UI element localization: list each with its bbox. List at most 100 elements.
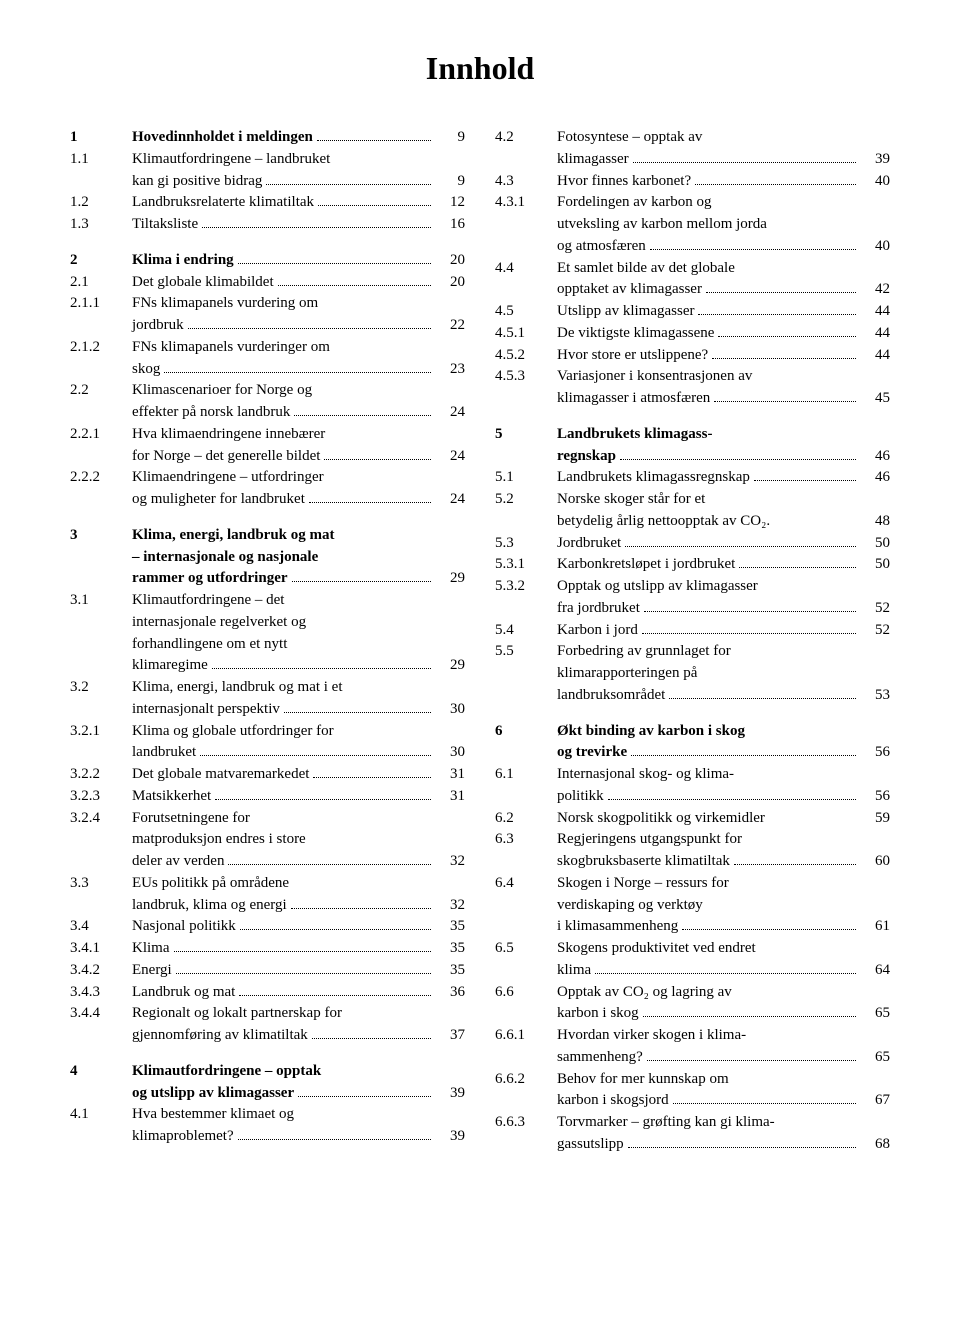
toc-page-number: 45 [860, 388, 890, 410]
toc-number: 6.5 [495, 938, 557, 960]
toc-text: Landbruksrelaterte klimatiltak [132, 192, 435, 214]
toc-label: klima [557, 960, 591, 982]
toc-text: klimaproblemet? [132, 1126, 435, 1148]
toc-text: Hvor finnes karbonet? [557, 171, 860, 193]
toc-page-number: 20 [435, 272, 465, 294]
toc-row: 4.4Et samlet bilde av det globale [495, 258, 890, 280]
toc-label: regnskap [557, 446, 616, 468]
leader-dots [294, 415, 431, 416]
toc-page-number: 59 [860, 808, 890, 830]
toc-text: jordbruk [132, 315, 435, 337]
toc-text: Utslipp av klimagasser [557, 301, 860, 323]
toc-row: 6.6.2Behov for mer kunnskap om [495, 1069, 890, 1091]
toc-text: Klima, energi, landbruk og mat i et [132, 677, 435, 699]
toc-number: 3.4.3 [70, 982, 132, 1004]
toc-row: 3.2.1Klima og globale utfordringer for [70, 721, 465, 743]
toc-row: skog23 [70, 359, 465, 381]
toc-row: 2Klima i endring20 [70, 250, 465, 272]
toc-page-number: 64 [860, 960, 890, 982]
toc-text: karbon i skogsjord [557, 1090, 860, 1112]
toc-page-number: 50 [860, 554, 890, 576]
toc-label: Det globale klimabildet [132, 272, 274, 294]
toc-text: FNs klimapanels vurderinger om [132, 337, 435, 359]
leader-dots [202, 227, 431, 228]
toc-page-number: 48 [860, 511, 890, 533]
toc-col-right: 4.2Fotosyntese – opptak avklimagasser394… [495, 127, 890, 1156]
toc-row: klimagasser i atmosfæren45 [495, 388, 890, 410]
leader-dots [312, 1038, 431, 1039]
leader-dots [284, 712, 431, 713]
leader-dots [188, 328, 431, 329]
toc-number: 3.4 [70, 916, 132, 938]
toc-text: regnskap [557, 446, 860, 468]
toc-row: verdiskaping og verktøy [495, 895, 890, 917]
toc-text: Regjeringens utgangspunkt for [557, 829, 860, 851]
toc-row: politikk56 [495, 786, 890, 808]
toc-row: 6.6.1Hvordan virker skogen i klima- [495, 1025, 890, 1047]
toc-text: gassutslipp [557, 1134, 860, 1156]
toc-page-number: 56 [860, 742, 890, 764]
leader-dots [682, 929, 856, 930]
toc-page-number: 46 [860, 446, 890, 468]
leader-dots [266, 184, 431, 185]
toc-label: Skogens produktivitet ved endret [557, 938, 756, 960]
toc-row: opptaket av klimagasser42 [495, 279, 890, 301]
toc-page-number: 31 [435, 764, 465, 786]
toc-label: i klimasammenheng [557, 916, 678, 938]
toc-number: 3.2 [70, 677, 132, 699]
toc-label: Klima i endring [132, 250, 234, 272]
toc-text: Karbonkretsløpet i jordbruket [557, 554, 860, 576]
toc-text: opptaket av klimagasser [557, 279, 860, 301]
toc-row: karbon i skog65 [495, 1003, 890, 1025]
toc-label: og muligheter for landbruket [132, 489, 305, 511]
toc-number: 3.1 [70, 590, 132, 612]
leader-dots [754, 480, 856, 481]
toc-gap [70, 236, 465, 250]
toc-text: klimaregime [132, 655, 435, 677]
toc-text: i klimasammenheng [557, 916, 860, 938]
toc-row: 1Hovedinnholdet i meldingen9 [70, 127, 465, 149]
leader-dots [200, 755, 431, 756]
toc-text: Jordbruket [557, 533, 860, 555]
toc-text: Fotosyntese – opptak av [557, 127, 860, 149]
leader-dots [317, 140, 431, 141]
toc-number: 1.3 [70, 214, 132, 236]
toc-page-number: 46 [860, 467, 890, 489]
toc-text: landbruk, klima og energi [132, 895, 435, 917]
toc-label: Hvor finnes karbonet? [557, 171, 691, 193]
toc-page-number: 65 [860, 1003, 890, 1025]
leader-dots [318, 205, 431, 206]
toc-label: Klimaendringene – utfordringer [132, 467, 324, 489]
toc-text: EUs politikk på områdene [132, 873, 435, 895]
toc-page-number: 35 [435, 938, 465, 960]
toc-row: effekter på norsk landbruk24 [70, 402, 465, 424]
toc-text: Matsikkerhet [132, 786, 435, 808]
toc-label: Karbon i jord [557, 620, 638, 642]
leader-dots [734, 864, 856, 865]
toc-text: Klimaendringene – utfordringer [132, 467, 435, 489]
toc-label: og trevirke [557, 742, 627, 764]
toc-row: 4.3Hvor finnes karbonet?40 [495, 171, 890, 193]
toc-number: 4.3.1 [495, 192, 557, 214]
toc-page-number: 39 [435, 1083, 465, 1105]
toc-row: 2.1.2FNs klimapanels vurderinger om [70, 337, 465, 359]
toc-page-number: 60 [860, 851, 890, 873]
toc-row: 4.3.1Fordelingen av karbon og [495, 192, 890, 214]
toc-text: FNs klimapanels vurdering om [132, 293, 435, 315]
leader-dots [228, 864, 431, 865]
toc-row: 5.3.2Opptak og utslipp av klimagasser [495, 576, 890, 598]
toc-number: 6.6.3 [495, 1112, 557, 1134]
toc-row: rammer og utfordringer29 [70, 568, 465, 590]
toc-text: karbon i skog [557, 1003, 860, 1025]
toc-label: forhandlingene om et nytt [132, 634, 287, 656]
toc-number: 3.2.3 [70, 786, 132, 808]
leader-dots [633, 162, 856, 163]
toc-row: 3.2.4Forutsetningene for [70, 808, 465, 830]
toc-label: Jordbruket [557, 533, 621, 555]
toc-row: 5.1Landbrukets klimagassregnskap46 [495, 467, 890, 489]
leader-dots [625, 546, 856, 547]
toc-row: klimaproblemet?39 [70, 1126, 465, 1148]
toc-number: 4.3 [495, 171, 557, 193]
toc-text: De viktigste klimagassene [557, 323, 860, 345]
toc-text: klimagasser i atmosfæren [557, 388, 860, 410]
